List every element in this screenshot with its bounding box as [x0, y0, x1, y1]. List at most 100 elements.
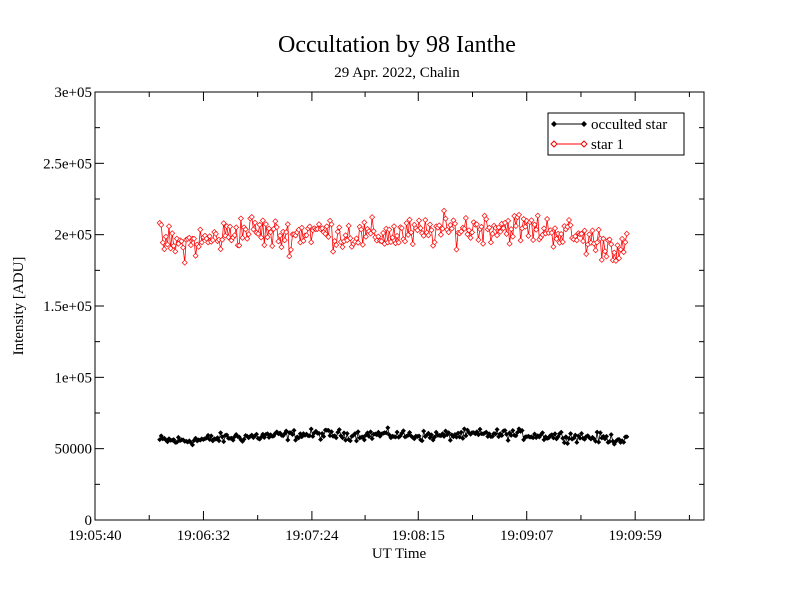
data-point	[579, 431, 584, 436]
data-point	[233, 224, 240, 231]
data-point	[611, 249, 618, 256]
data-point	[516, 211, 522, 218]
data-point	[550, 243, 557, 250]
data-point	[594, 429, 600, 435]
data-point	[446, 430, 452, 436]
data-point	[285, 437, 291, 443]
data-point	[595, 226, 602, 233]
data-point	[230, 437, 236, 443]
data-point	[589, 227, 596, 234]
data-point	[333, 435, 339, 441]
x-tick-label: 19:09:07	[500, 528, 554, 544]
data-point	[344, 431, 350, 436]
data-point	[616, 255, 622, 262]
data-point	[325, 233, 332, 240]
data-point	[503, 230, 510, 237]
data-point	[512, 223, 519, 229]
data-point	[416, 217, 422, 224]
data-point	[622, 239, 629, 246]
data-point	[437, 231, 444, 238]
data-point	[568, 431, 574, 437]
data-point	[454, 434, 459, 440]
legend: occulted star star 1	[547, 112, 685, 156]
data-point	[275, 238, 282, 245]
data-point	[493, 431, 499, 437]
data-point	[273, 224, 280, 231]
data-point	[361, 437, 367, 443]
data-point	[502, 428, 508, 433]
data-point	[416, 433, 422, 439]
data-point	[342, 232, 349, 239]
legend-marker-star-1	[550, 140, 588, 148]
data-point	[212, 230, 219, 237]
data-point	[386, 226, 393, 233]
data-point	[594, 239, 601, 246]
data-point	[347, 438, 353, 444]
data-point	[217, 246, 224, 253]
data-point	[477, 426, 483, 432]
data-point	[391, 223, 397, 230]
data-point	[508, 226, 515, 233]
data-point	[604, 433, 609, 439]
data-point	[395, 239, 402, 246]
data-point	[389, 234, 396, 241]
data-point	[586, 231, 593, 238]
data-point	[262, 221, 269, 228]
data-point	[237, 215, 244, 222]
data-point	[505, 217, 512, 224]
data-point	[548, 229, 555, 236]
data-point	[378, 238, 385, 245]
data-point	[508, 432, 514, 438]
data-point	[624, 434, 630, 440]
data-point	[408, 229, 415, 236]
data-point	[592, 247, 599, 254]
data-point	[187, 242, 194, 249]
data-point	[370, 228, 377, 235]
data-point	[227, 223, 233, 230]
data-point	[495, 224, 502, 231]
data-point	[417, 225, 424, 232]
data-point	[339, 244, 346, 250]
data-point	[231, 232, 238, 239]
data-point	[612, 257, 619, 264]
data-point	[422, 217, 429, 223]
data-point	[603, 253, 610, 260]
data-point	[166, 223, 172, 230]
data-point	[329, 429, 334, 435]
data-point	[198, 239, 205, 246]
data-point	[602, 248, 608, 255]
data-point	[269, 243, 276, 249]
data-point	[272, 218, 279, 225]
data-point	[259, 217, 266, 224]
data-point	[597, 430, 603, 436]
data-point	[369, 214, 376, 221]
data-point	[420, 232, 427, 239]
data-point	[250, 226, 257, 233]
data-point	[406, 216, 413, 223]
x-tick-label: 19:07:24	[285, 528, 339, 544]
data-point	[534, 212, 541, 219]
y-tick-label: 0	[85, 513, 93, 529]
data-point	[505, 437, 511, 443]
data-point	[158, 221, 165, 228]
y-tick-label: 2e+05	[54, 228, 92, 244]
data-point	[394, 429, 400, 435]
data-point	[366, 433, 372, 439]
data-point	[308, 239, 315, 246]
data-point	[464, 231, 471, 238]
data-point	[567, 222, 574, 229]
data-point	[209, 237, 216, 244]
data-point	[431, 239, 438, 246]
data-point	[559, 239, 566, 245]
data-point	[487, 239, 494, 246]
chart-subtitle: 29 Apr. 2022, Chalin	[334, 65, 460, 81]
data-point	[340, 435, 345, 441]
data-point	[483, 216, 490, 223]
data-point	[267, 229, 274, 236]
data-point	[245, 231, 252, 238]
data-point	[241, 436, 247, 442]
data-point	[566, 217, 572, 223]
data-point	[400, 428, 406, 434]
data-point	[469, 229, 476, 236]
data-point	[172, 248, 179, 255]
